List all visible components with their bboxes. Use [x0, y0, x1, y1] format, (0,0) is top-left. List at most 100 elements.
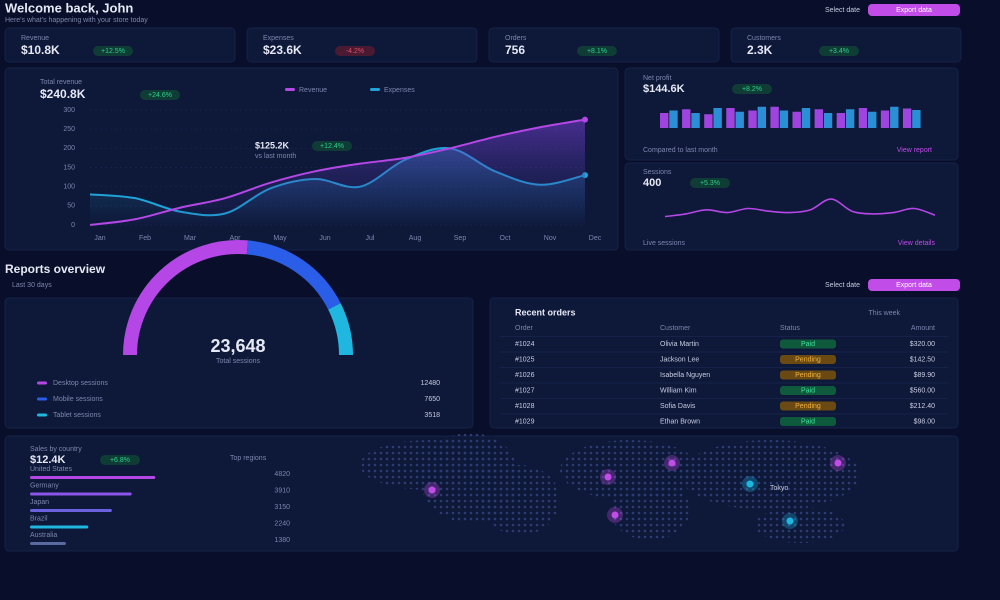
card — [489, 297, 959, 429]
bar — [30, 525, 89, 529]
status-pill — [780, 401, 836, 411]
bar — [691, 113, 700, 128]
chart-value: $144.6K — [643, 83, 685, 95]
country-value: 3150 — [274, 504, 290, 511]
legend-label: Expenses — [384, 87, 415, 94]
x-tick-label: Oct — [500, 235, 511, 242]
chart-link: View report — [897, 147, 932, 154]
change-text: +3.4% — [829, 48, 849, 55]
bar — [836, 113, 846, 128]
chart-footer: Live sessions — [643, 240, 686, 247]
legend-value: 12480 — [421, 380, 441, 387]
bar — [814, 109, 823, 128]
legend-label: Desktop sessions — [53, 380, 108, 387]
bar — [823, 113, 833, 128]
kpi-label: Revenue — [21, 35, 49, 42]
date-picker: Select date — [825, 7, 860, 14]
section-subtitle: Last 30 days — [12, 282, 52, 289]
card — [488, 27, 720, 63]
table-cell: $142.50 — [910, 356, 935, 363]
bar — [779, 110, 789, 128]
country-value: 4820 — [274, 471, 290, 478]
status-text: Pending — [795, 403, 821, 410]
chart-link: View details — [898, 240, 936, 247]
column-header: Order — [515, 325, 534, 332]
x-tick-label: Sep — [454, 235, 467, 242]
map-marker — [786, 517, 794, 525]
country-value: 3910 — [274, 487, 290, 494]
status-pill — [780, 386, 836, 395]
country-label: Australia — [30, 532, 57, 539]
card-value: $12.4K — [30, 454, 66, 466]
status-pill — [780, 417, 836, 426]
series-line — [89, 118, 586, 226]
x-tick-label: Apr — [230, 235, 242, 242]
card — [730, 27, 962, 63]
table-cell: $560.00 — [910, 387, 935, 394]
x-tick-label: Jun — [319, 235, 330, 242]
legend-swatch — [37, 413, 47, 417]
chart-title: Sessions — [643, 169, 672, 176]
status-pill — [780, 339, 836, 349]
column-header: Customer — [660, 325, 691, 332]
status-pill — [780, 355, 836, 364]
change-badge — [93, 46, 133, 56]
button[interactable] — [868, 279, 960, 291]
legend-swatch — [285, 88, 295, 91]
change-badge — [690, 178, 730, 188]
x-tick-label: Jan — [94, 235, 105, 242]
map-land — [610, 480, 690, 540]
country-value: 1380 — [274, 537, 290, 544]
change-badge — [577, 46, 617, 56]
map-land — [680, 440, 860, 510]
country-label: United States — [30, 466, 73, 473]
legend-label: Tablet sessions — [53, 412, 101, 419]
map-marker — [746, 480, 754, 488]
country-label: Germany — [30, 482, 59, 489]
country-value: 2240 — [274, 520, 290, 527]
bar — [792, 111, 801, 128]
x-tick-label: Aug — [409, 235, 422, 242]
change-badge — [100, 455, 140, 465]
table-cell: #1029 — [515, 418, 535, 425]
kpi-value: $10.8K — [21, 43, 60, 57]
kpi-label: Expenses — [263, 35, 294, 42]
end-point — [582, 116, 588, 123]
button-label: Export data — [896, 282, 932, 289]
bar — [868, 111, 877, 128]
column-header: Amount — [911, 325, 935, 332]
legend-value: 7650 — [424, 396, 440, 403]
bar — [858, 108, 868, 128]
change-badge — [140, 90, 180, 100]
section-title: Reports overview — [5, 262, 106, 276]
change-text: +12.5% — [101, 48, 125, 55]
bar — [30, 542, 66, 545]
annotation-value: $125.2K — [255, 140, 290, 150]
table-cell: #1026 — [515, 372, 535, 379]
chart-title: Total revenue — [40, 79, 82, 86]
status-pill — [780, 370, 836, 380]
map-marker — [834, 459, 842, 467]
table-cell: Isabella Nguyen — [660, 372, 710, 379]
table-cell: $89.90 — [914, 372, 936, 379]
map-marker — [428, 486, 436, 494]
series-line — [664, 198, 936, 218]
y-tick-label: 50 — [67, 203, 75, 210]
gauge-segment — [123, 240, 249, 356]
change-badge — [732, 84, 772, 94]
bar — [669, 110, 678, 128]
legend-label: Mobile sessions — [53, 396, 103, 403]
x-tick-label: Nov — [544, 235, 557, 242]
chart-title: Net profit — [643, 75, 671, 82]
card-title: Sales by country — [30, 446, 82, 453]
button-label: Export data — [896, 7, 932, 14]
bar — [845, 109, 855, 128]
change-text: +8.2% — [742, 86, 762, 93]
change-badge — [335, 46, 375, 56]
y-tick-label: 100 — [63, 184, 75, 191]
page-subtitle: Here's what's happening with your store … — [5, 17, 148, 24]
bar — [770, 106, 779, 128]
button[interactable] — [868, 4, 960, 16]
y-tick-label: 200 — [63, 145, 75, 152]
y-tick-label: 250 — [63, 126, 75, 133]
